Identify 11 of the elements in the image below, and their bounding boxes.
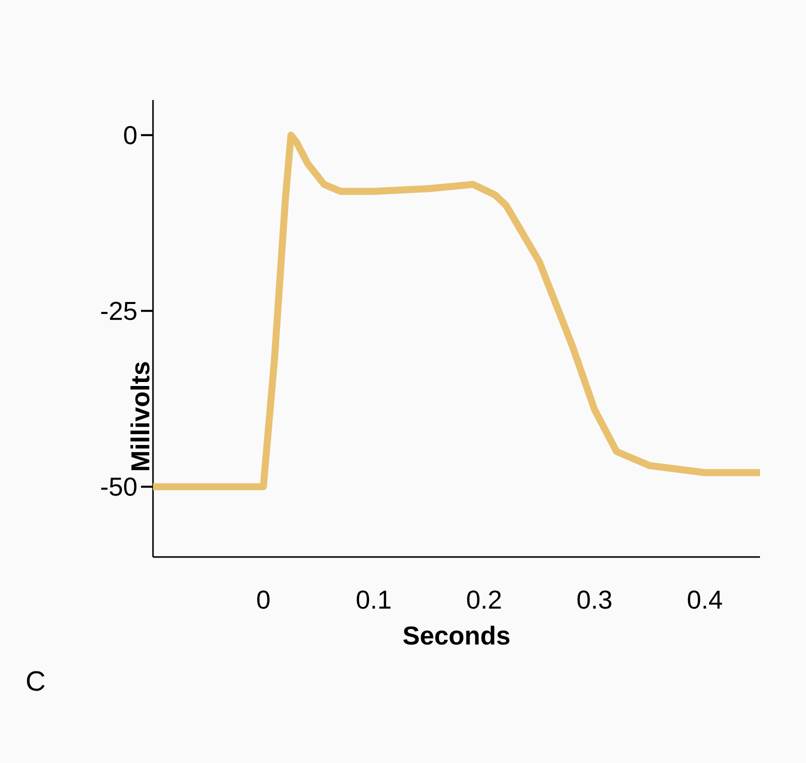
y-axis-title: Millivolts: [130, 362, 150, 470]
x-tick-label: 0: [257, 590, 270, 609]
y-tick-label: 0: [124, 126, 136, 144]
x-tick-label: 0.2: [467, 590, 501, 609]
x-axis-title: Seconds: [403, 626, 510, 645]
x-tick-label: 0.3: [577, 590, 612, 609]
text: C: [26, 671, 45, 691]
x-tick-label: 0.1: [356, 590, 390, 609]
x-tick-label: 0.4: [688, 590, 722, 609]
y-tick-label: -50: [101, 478, 136, 496]
y-tick-label: -25: [101, 302, 136, 320]
